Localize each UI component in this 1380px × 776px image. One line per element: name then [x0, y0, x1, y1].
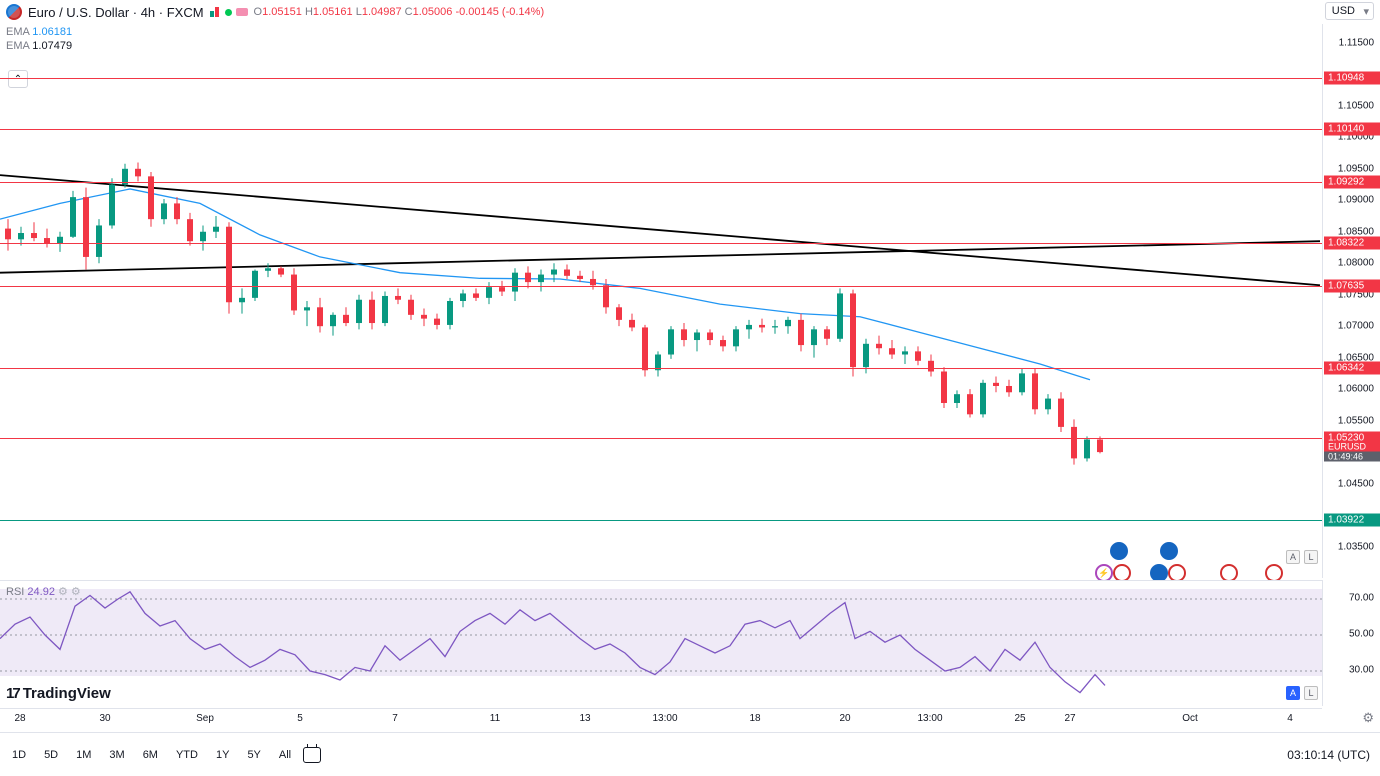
tradingview-logo[interactable]: TradingView	[6, 685, 111, 702]
timeframe-5y[interactable]: 5Y	[245, 746, 262, 764]
footer-bar: 1D 5D 1M 3M 6M YTD 1Y 5Y All	[0, 732, 1380, 776]
chart-header: Euro / U.S. Dollar · 4h · FXCM O1.05151 …	[0, 0, 1380, 24]
status-pulses	[225, 8, 248, 16]
chart-canvas	[0, 24, 1322, 578]
event-eu-icon[interactable]	[1110, 542, 1128, 560]
symbol-icon	[6, 4, 22, 20]
timeframe-1m[interactable]: 1M	[74, 746, 93, 764]
price-axis[interactable]: 1.115001.105001.100001.095001.090001.085…	[1322, 24, 1380, 578]
symbol-title[interactable]: Euro / U.S. Dollar · 4h · FXCM	[28, 5, 204, 20]
axis-badge-rsi[interactable]: AL	[1286, 686, 1318, 700]
timeframe-1d[interactable]: 1D	[10, 746, 28, 764]
event-eu-icon[interactable]	[1160, 542, 1178, 560]
utc-clock[interactable]: 03:10:14 (UTC)	[1287, 748, 1370, 762]
rsi-axis[interactable]: 70.0050.0030.00	[1322, 580, 1380, 706]
axis-settings-icon[interactable]: ⚙	[1362, 710, 1374, 726]
axis-badge-main[interactable]: AL	[1286, 550, 1318, 564]
ohlc-readout: O1.05151 H1.05161 L1.04987 C1.05006 -0.0…	[254, 6, 545, 18]
rsi-canvas	[0, 581, 1322, 707]
rsi-panel[interactable]: RSI 24.92 ⚙ ⚙ AL	[0, 580, 1322, 706]
goto-date-icon[interactable]	[303, 747, 321, 763]
timeframe-3m[interactable]: 3M	[107, 746, 126, 764]
timeframe-1y[interactable]: 1Y	[214, 746, 231, 764]
timeframe-5d[interactable]: 5D	[42, 746, 60, 764]
candle-type-icon[interactable]	[210, 7, 219, 17]
timeframe-6m[interactable]: 6M	[141, 746, 160, 764]
time-axis[interactable]: 2830Sep57111313:00182013:002527Oct4	[0, 708, 1322, 730]
timeframe-all[interactable]: All	[277, 746, 293, 764]
timeframe-ytd[interactable]: YTD	[174, 746, 200, 764]
currency-select[interactable]: USD	[1325, 2, 1374, 20]
price-chart[interactable]: ⚡ AL	[0, 24, 1322, 578]
